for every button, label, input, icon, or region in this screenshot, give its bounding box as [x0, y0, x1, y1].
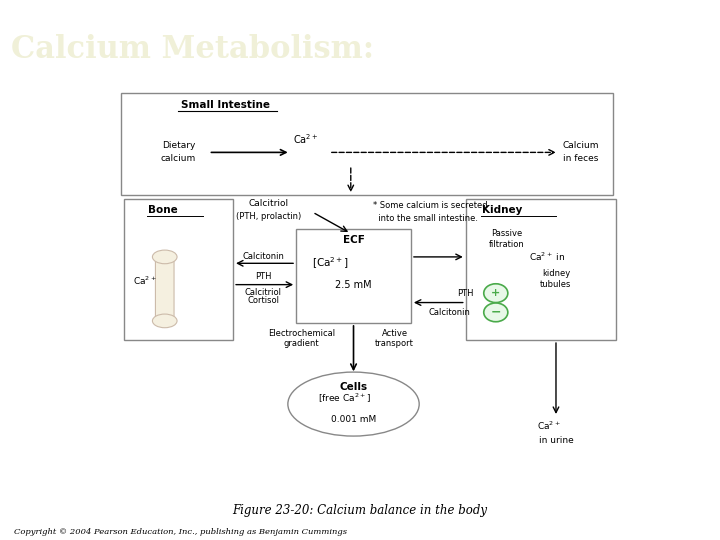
Text: Ca$^{2+}$ in: Ca$^{2+}$ in	[528, 251, 565, 263]
Text: [Ca$^{2+}$]: [Ca$^{2+}$]	[312, 256, 349, 272]
FancyBboxPatch shape	[156, 257, 174, 321]
Text: Calcitriol: Calcitriol	[245, 288, 282, 297]
Text: in feces: in feces	[563, 154, 598, 163]
FancyBboxPatch shape	[466, 199, 616, 340]
Text: transport: transport	[375, 339, 414, 348]
Text: Dietary: Dietary	[162, 141, 195, 151]
Text: [free Ca$^{2+}$]: [free Ca$^{2+}$]	[318, 392, 371, 405]
Text: 2.5 mM: 2.5 mM	[336, 280, 372, 289]
Text: into the small intestine.: into the small intestine.	[373, 214, 477, 223]
Text: +: +	[491, 288, 500, 298]
Text: Cells: Cells	[339, 382, 368, 392]
FancyBboxPatch shape	[296, 229, 411, 323]
FancyBboxPatch shape	[124, 199, 233, 340]
Text: * Some calcium is secreted: * Some calcium is secreted	[373, 201, 487, 210]
Text: Passive: Passive	[491, 229, 523, 238]
Text: Calcitriol: Calcitriol	[248, 199, 289, 208]
Text: Cortisol: Cortisol	[247, 296, 279, 305]
Text: Calcitonin: Calcitonin	[428, 308, 470, 317]
Text: kidney: kidney	[542, 269, 570, 279]
Text: −: −	[490, 306, 501, 319]
FancyBboxPatch shape	[121, 93, 613, 195]
Ellipse shape	[153, 314, 177, 328]
Text: Ca$^{2+}$: Ca$^{2+}$	[293, 132, 319, 146]
Text: Calcium Metabolism:: Calcium Metabolism:	[11, 33, 374, 65]
Circle shape	[484, 303, 508, 322]
Text: ECF: ECF	[343, 235, 364, 245]
Text: calcium: calcium	[161, 154, 196, 163]
Text: Small Intestine: Small Intestine	[181, 100, 270, 111]
Text: gradient: gradient	[284, 339, 320, 348]
Text: Calcitonin: Calcitonin	[243, 252, 284, 261]
Text: PTH: PTH	[457, 289, 474, 298]
Text: 0.001 mM: 0.001 mM	[331, 415, 376, 423]
Text: Copyright © 2004 Pearson Education, Inc., publishing as Benjamin Cummings: Copyright © 2004 Pearson Education, Inc.…	[14, 528, 347, 536]
Circle shape	[484, 284, 508, 302]
Text: Bone: Bone	[148, 205, 178, 215]
Text: tubules: tubules	[540, 280, 572, 289]
Text: Ca$^{2+}$: Ca$^{2+}$	[537, 419, 561, 431]
Text: Ca$^{2+}$: Ca$^{2+}$	[133, 274, 157, 287]
Text: Electrochemical: Electrochemical	[268, 329, 335, 338]
Text: Figure 23-20: Calcium balance in the body: Figure 23-20: Calcium balance in the bod…	[233, 504, 487, 517]
Text: (PTH, prolactin): (PTH, prolactin)	[236, 212, 302, 221]
Ellipse shape	[288, 372, 419, 436]
Text: filtration: filtration	[489, 240, 525, 248]
Text: Kidney: Kidney	[482, 205, 523, 215]
Text: Active: Active	[382, 329, 408, 338]
Text: in urine: in urine	[539, 436, 573, 445]
Text: PTH: PTH	[255, 273, 271, 281]
Text: Calcium: Calcium	[562, 141, 599, 151]
Ellipse shape	[153, 250, 177, 264]
